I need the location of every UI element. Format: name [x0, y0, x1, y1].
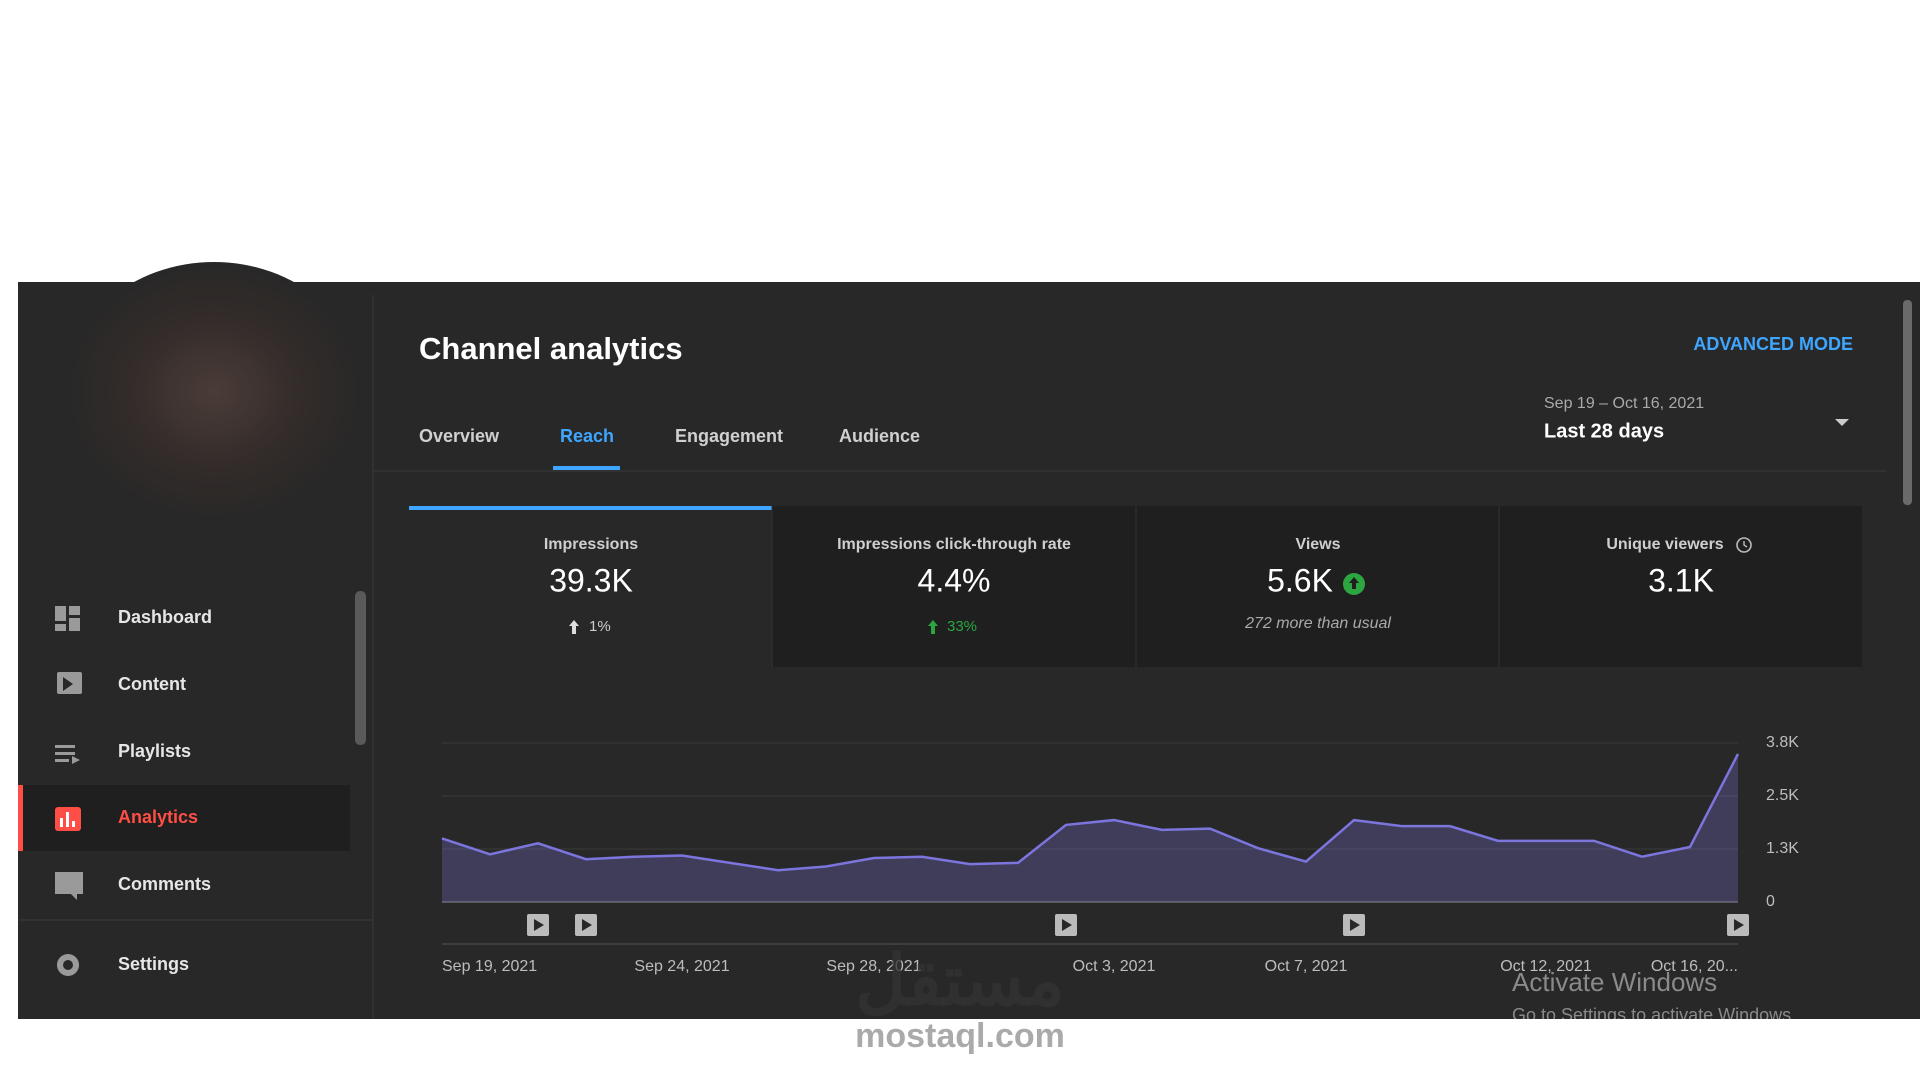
icon: [69, 606, 80, 615]
card-label: Impressions: [544, 536, 638, 553]
trend-badge-arrow: [1349, 577, 1359, 589]
dropdown-arrow[interactable]: [1835, 419, 1849, 426]
card-selected[interactable]: [409, 506, 772, 667]
up-arrow: [928, 620, 938, 634]
nav-item[interactable]: Analytics: [118, 807, 198, 827]
video-marker-icon: [1734, 919, 1744, 931]
y-tick-label: 2.5K: [1766, 787, 1799, 804]
y-tick-label: 0: [1766, 893, 1775, 910]
icon: [55, 745, 75, 748]
video-marker-icon: [534, 919, 544, 931]
area-line: [441, 753, 1740, 872]
activate-windows: Activate Windows: [1512, 967, 1717, 997]
watermark-brand: mostaql.com: [855, 1017, 1065, 1055]
nav-item[interactable]: Content: [118, 674, 186, 694]
icon: [63, 960, 73, 970]
main-scrollbar: [1903, 300, 1912, 505]
card-label: Views: [1295, 536, 1340, 553]
x-tick-label: Oct 16, 20...: [1651, 958, 1738, 975]
tab[interactable]: Overview: [419, 426, 500, 446]
icon: [60, 812, 75, 827]
card-label: Unique viewers: [1606, 536, 1723, 553]
icon: [55, 759, 69, 762]
icon: [55, 606, 66, 621]
clock-icon: [1743, 541, 1748, 548]
card-value: 39.3K: [549, 562, 633, 598]
icon: [69, 618, 80, 631]
tab[interactable]: Audience: [839, 426, 920, 446]
sidebar-scrollbar: [355, 591, 366, 745]
x-tick-label: Oct 3, 2021: [1073, 958, 1156, 975]
icon: [63, 677, 73, 691]
icon: [55, 752, 75, 755]
icon: [60, 818, 63, 827]
nav-active-bar: [18, 785, 23, 851]
video-marker-icon: [1350, 919, 1360, 931]
channel-avatar: [64, 262, 364, 522]
card-label: Impressions click-through rate: [837, 536, 1071, 553]
nav-item[interactable]: Dashboard: [118, 607, 212, 627]
card-change: 1%: [589, 618, 611, 635]
video-marker-icon: [1062, 919, 1072, 931]
x-tick-label: Oct 12, 2021: [1500, 958, 1592, 975]
icon: [66, 812, 69, 827]
card-value: 3.1K: [1648, 562, 1714, 598]
area-fill: [442, 754, 1738, 902]
page-title: Channel analytics: [419, 331, 683, 366]
nav-item[interactable]: Comments: [118, 874, 211, 894]
x-tick-label: Oct 7, 2021: [1265, 958, 1348, 975]
video-marker-icon: [582, 919, 592, 931]
page-bottom: [0, 1019, 1920, 1080]
x-tick-label: Sep 24, 2021: [634, 958, 729, 975]
card-change: 33%: [947, 618, 977, 635]
x-tick-label: Sep 28, 2021: [826, 958, 921, 975]
y-tick-label: 1.3K: [1766, 840, 1799, 857]
nav-item[interactable]: Settings: [118, 954, 189, 974]
nav-item[interactable]: Playlists: [118, 741, 191, 761]
icon: [55, 624, 66, 631]
icon: [72, 821, 75, 827]
date-range[interactable]: Sep 19 – Oct 16, 2021: [1544, 395, 1704, 412]
x-tick-label: Sep 19, 2021: [442, 958, 537, 975]
watermark-logo: مستقل: [855, 941, 1065, 1019]
chart: 0 1.3K 2.5K 3.8K Sep 19, 2021 Sep 24, 2021 Sep…: [441, 734, 1799, 975]
card-value: 4.4%: [918, 562, 991, 598]
card-note: 272 more than usual: [1244, 615, 1391, 632]
tab[interactable]: Engagement: [675, 426, 783, 446]
icon: [72, 756, 80, 764]
y-tick-label: 3.8K: [1766, 734, 1799, 751]
card-value: 5.6K: [1267, 562, 1333, 598]
card-indicator: [409, 506, 772, 510]
icon: [55, 872, 83, 900]
tab[interactable]: Reach: [560, 426, 614, 446]
period-select[interactable]: Last 28 days: [1544, 420, 1664, 442]
up-arrow: [569, 620, 579, 634]
clock-icon: [1736, 537, 1752, 553]
tab-underline: [553, 466, 620, 470]
advanced-mode-button[interactable]: ADVANCED MODE: [1693, 334, 1853, 354]
